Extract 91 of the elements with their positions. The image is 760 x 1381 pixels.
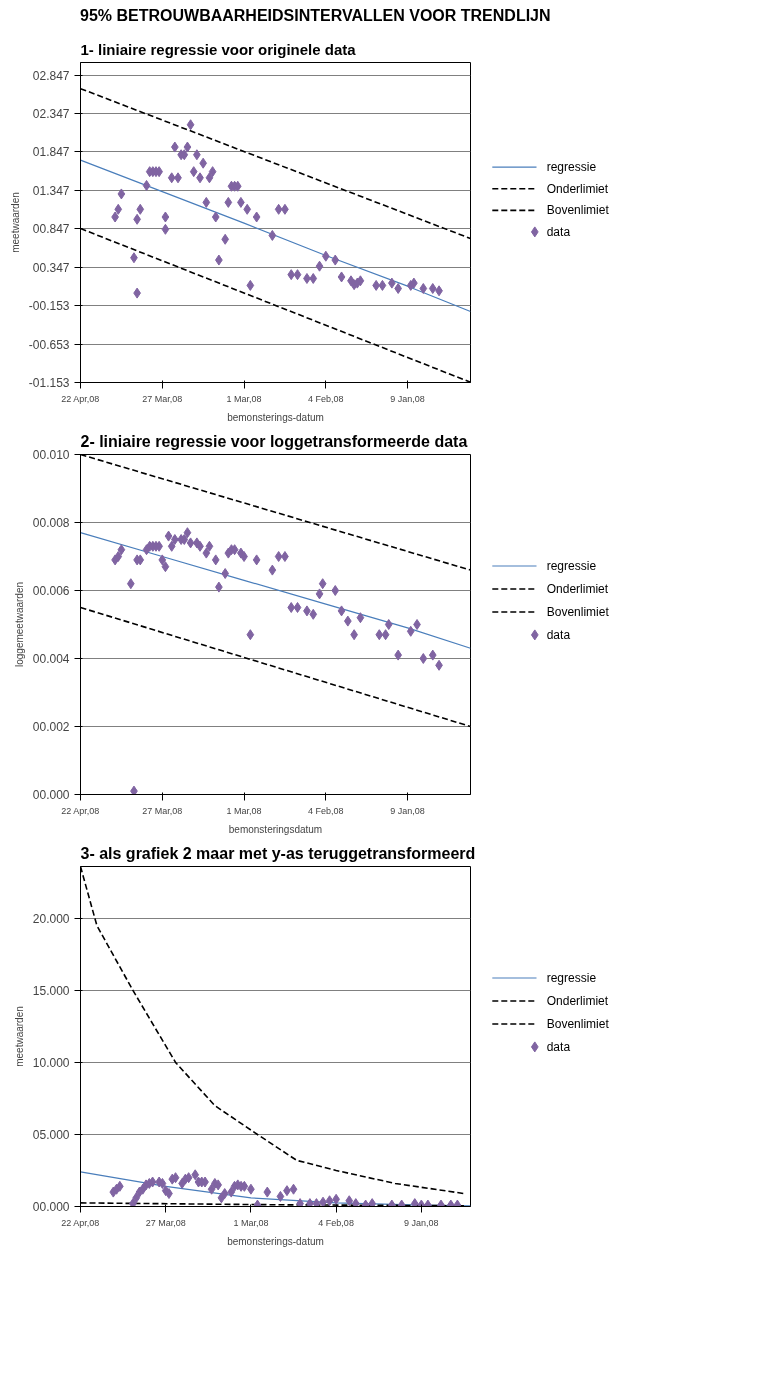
- x-tick-label: 1 Mar,08: [233, 1217, 269, 1228]
- point: [331, 584, 340, 596]
- x-tick-label: 27 Mar,08: [142, 805, 183, 816]
- point: [183, 527, 192, 539]
- y-tick-label: 02.347: [32, 106, 70, 121]
- point: [164, 530, 173, 542]
- x-tick-label: 1 Mar,08: [226, 805, 262, 816]
- x-tick-label: 4 Feb,08: [308, 805, 344, 816]
- point: [428, 649, 437, 661]
- point: [186, 537, 195, 549]
- point: [158, 554, 167, 566]
- y-axis-title: meetwaarden: [13, 1006, 25, 1067]
- y-tick-label: -01.153: [28, 375, 70, 390]
- point: [293, 601, 302, 613]
- line-series: [80, 159, 471, 312]
- point: [356, 612, 365, 624]
- x-tick-label: 9 Jan,08: [390, 393, 425, 404]
- chart-title: 3- als grafiek 2 maar met y-as teruggetransformeerd: [80, 844, 476, 862]
- x-tick-label: 22 Apr,08: [61, 805, 100, 816]
- y-tick-label: 00.002: [32, 719, 70, 734]
- y-tick-label: 20.000: [32, 911, 70, 926]
- x-tick-label: 22 Apr,08: [61, 1217, 100, 1228]
- x-tick-label: 27 Mar,08: [142, 393, 183, 404]
- legend-label: regressie: [546, 160, 597, 175]
- point: [406, 625, 415, 637]
- x-axis-title: bemonsteringsdatum: [228, 823, 323, 835]
- point: [167, 540, 176, 552]
- legend-label: Bovenlimiet: [546, 604, 610, 619]
- y-tick-label: 15.000: [32, 983, 70, 998]
- x-tick-label: 9 Jan,08: [404, 1217, 439, 1228]
- x-tick-label: 27 Mar,08: [145, 1217, 186, 1228]
- y-tick-label: 05.000: [32, 1127, 70, 1142]
- y-tick-label: 00.010: [32, 447, 70, 462]
- legend-label: Onderlimiet: [546, 581, 609, 596]
- point: [315, 588, 324, 600]
- chart-title: 95% BETROUWBAARHEIDSINTERVALLEN VOOR TRENDLIJN: [80, 6, 551, 26]
- legend-label: Onderlimiet: [546, 993, 609, 1008]
- y-tick-label: 01.347: [32, 183, 70, 198]
- point: [268, 564, 277, 576]
- point: [246, 629, 255, 641]
- y-axis-title: loggemeetwaarden: [13, 581, 25, 667]
- legend-label: regressie: [546, 970, 597, 985]
- chart-subtitle: 1- liniaire regressie voor originele data: [80, 40, 357, 58]
- point: [114, 550, 123, 562]
- x-axis-title: bemonsterings-datum: [227, 411, 324, 423]
- point: [161, 561, 170, 573]
- point: [205, 540, 214, 552]
- y-tick-label: 00.847: [32, 222, 70, 237]
- point: [211, 554, 220, 566]
- point: [287, 601, 296, 613]
- x-tick-label: 4 Feb,08: [308, 393, 344, 404]
- point: [117, 544, 126, 556]
- y-tick-label: 00.347: [32, 260, 70, 275]
- x-tick-label: 22 Apr,08: [61, 393, 100, 404]
- legend-label: Onderlimiet: [546, 181, 609, 196]
- point: [419, 652, 428, 664]
- legend-label: data: [546, 1039, 571, 1054]
- y-tick-label: 00.000: [32, 1199, 70, 1214]
- point: [221, 567, 230, 579]
- point: [337, 605, 346, 617]
- point: [130, 785, 138, 795]
- y-tick-label: 00.004: [32, 651, 70, 666]
- y-tick-label: -00.153: [28, 298, 70, 313]
- y-tick-label: 00.006: [32, 583, 70, 598]
- legend-label: regressie: [546, 558, 597, 573]
- legend-label: data: [546, 627, 571, 642]
- y-tick-label: 00.008: [32, 515, 70, 530]
- point: [202, 547, 211, 559]
- y-axis-title: meetwaarden: [9, 192, 21, 253]
- legend-label: Bovenlimiet: [546, 1016, 610, 1031]
- legend-label: data: [546, 224, 571, 239]
- x-tick-label: 9 Jan,08: [390, 805, 425, 816]
- y-tick-label: 01.847: [32, 145, 70, 160]
- y-tick-label: 10.000: [32, 1055, 70, 1070]
- x-tick-label: 4 Feb,08: [318, 1217, 354, 1228]
- point: [318, 578, 327, 590]
- x-tick-label: 1 Mar,08: [226, 393, 262, 404]
- y-tick-label: -00.653: [28, 337, 70, 352]
- point: [309, 608, 318, 620]
- point: [381, 629, 390, 641]
- point: [274, 550, 283, 562]
- x-axis-title: bemonsterings-datum: [227, 1235, 324, 1247]
- point: [252, 554, 261, 566]
- point: [384, 618, 393, 630]
- point: [126, 578, 135, 590]
- y-tick-label: 02.847: [32, 68, 70, 83]
- chart-title: 2- liniaire regressie voor loggetransformeerde data: [80, 432, 468, 450]
- line-series: [80, 531, 471, 649]
- point: [375, 629, 384, 641]
- y-tick-label: 00.000: [32, 787, 70, 802]
- legend-label: Bovenlimiet: [546, 203, 610, 218]
